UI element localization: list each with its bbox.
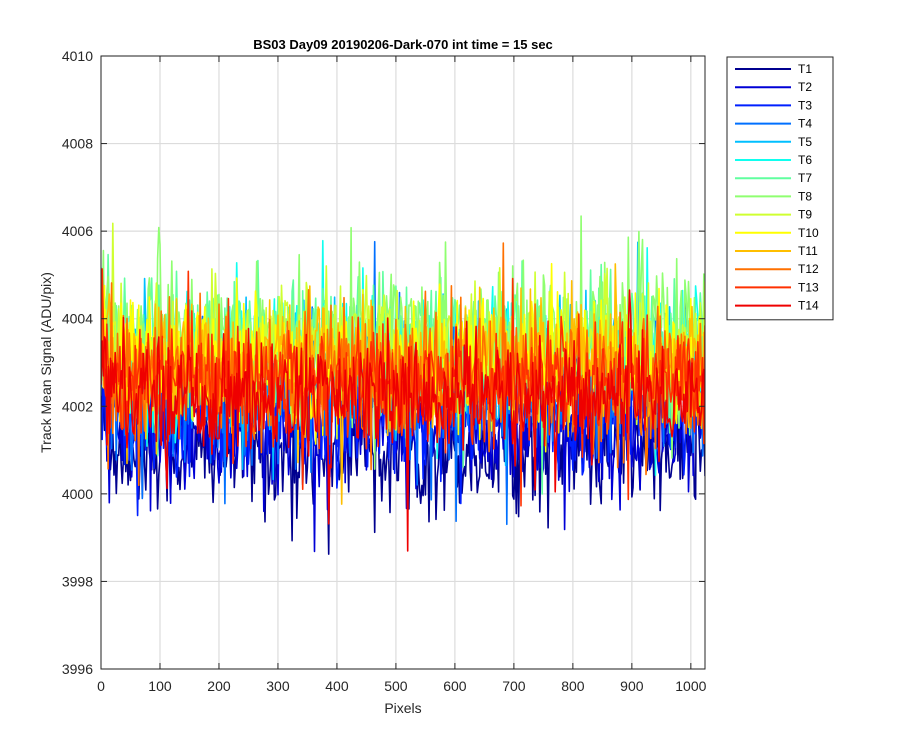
x-tick-label: 400: [325, 678, 349, 694]
x-tick-label: 700: [502, 678, 526, 694]
legend-label-t11: T11: [798, 244, 818, 258]
ticks: 0 100 200 300 400 500 600 700 800 900 1000 3996 3998…: [62, 48, 707, 694]
legend-label-t2: T2: [798, 80, 812, 94]
legend-label-t5: T5: [798, 135, 812, 149]
x-axis-title: Pixels: [384, 700, 421, 716]
y-tick-label: 4000: [62, 486, 93, 502]
x-tick-label: 300: [266, 678, 290, 694]
series-lines: [101, 215, 705, 555]
legend-label-t13: T13: [798, 280, 819, 294]
x-tick-label: 1000: [675, 678, 706, 694]
legend-label-t12: T12: [798, 262, 819, 276]
legend-label-t3: T3: [798, 98, 812, 112]
legend-label-t4: T4: [798, 117, 812, 131]
x-tick-label: 500: [384, 678, 408, 694]
x-tick-label: 900: [620, 678, 644, 694]
chart-title: BS03 Day09 20190206-Dark-070 int time = …: [253, 37, 553, 52]
legend-label-t6: T6: [798, 153, 812, 167]
y-tick-label: 4006: [62, 223, 93, 239]
x-tick-label: 600: [443, 678, 467, 694]
legend-label-t1: T1: [798, 62, 812, 76]
y-tick-label: 4008: [62, 136, 93, 152]
y-tick-label: 3996: [62, 661, 93, 677]
legend-label-t14: T14: [798, 299, 819, 313]
legend-label-t9: T9: [798, 208, 812, 222]
legend-box: [726, 56, 834, 321]
x-tick-label: 100: [148, 678, 172, 694]
legend: T1 T2 T3 T4 T5 T6 T7 T8 T9 T10 T11 T12 T13 T14: [726, 56, 834, 321]
plot-area: 0 100 200 300 400 500 600 700 800 900 1000 3996 3998…: [62, 48, 707, 694]
y-tick-label: 3998: [62, 573, 93, 589]
y-tick-label: 4002: [62, 398, 93, 414]
axes-box: [100, 55, 706, 670]
x-tick-label: 0: [97, 678, 105, 694]
legend-label-t10: T10: [798, 226, 819, 240]
y-tick-label: 4004: [62, 311, 93, 327]
legend-label-t7: T7: [798, 171, 812, 185]
y-tick-label: 4010: [62, 48, 93, 64]
legend-label-t8: T8: [798, 189, 812, 203]
x-tick-label: 200: [207, 678, 231, 694]
x-tick-label: 800: [561, 678, 585, 694]
series-line-t1: [101, 315, 705, 555]
series-line-t14: [101, 289, 705, 552]
y-axis-title: Track Mean Signal (ADU/pix): [38, 272, 54, 453]
